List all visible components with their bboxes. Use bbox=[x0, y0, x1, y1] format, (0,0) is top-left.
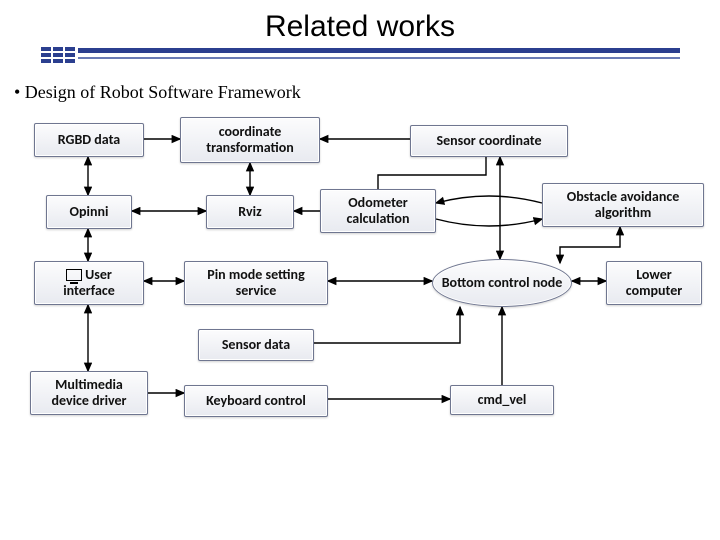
node-label: Rviz bbox=[238, 203, 261, 220]
node-ui: User interface bbox=[34, 261, 144, 305]
node-label: Opinni bbox=[70, 203, 109, 220]
diagram-edges bbox=[0, 103, 720, 523]
node-sensor_c: Sensor coordinate bbox=[410, 125, 568, 157]
node-label: Keyboard control bbox=[206, 392, 306, 409]
node-label: Sensor data bbox=[222, 336, 290, 353]
node-bottom: Bottom control node bbox=[432, 259, 572, 307]
node-label: RGBD data bbox=[58, 131, 120, 148]
title-area: Related works bbox=[0, 0, 720, 68]
node-label: Bottom control node bbox=[442, 274, 563, 291]
node-label: coordinate transformation bbox=[206, 123, 294, 156]
monitor-icon bbox=[66, 269, 82, 281]
node-obst: Obstacle avoidance algorithm bbox=[542, 183, 704, 227]
title-underline bbox=[40, 46, 680, 64]
node-opinni: Opinni bbox=[46, 195, 132, 229]
node-cmd: cmd_vel bbox=[450, 385, 554, 415]
node-label: Obstacle avoidance algorithm bbox=[567, 188, 680, 221]
node-odo: Odometer calculation bbox=[320, 189, 436, 233]
title-dots bbox=[40, 46, 76, 64]
node-label: Pin mode setting service bbox=[207, 266, 304, 299]
node-label: Sensor coordinate bbox=[436, 132, 541, 149]
node-rgbd: RGBD data bbox=[34, 123, 144, 157]
node-label: Odometer calculation bbox=[347, 194, 410, 227]
node-kb: Keyboard control bbox=[184, 385, 328, 417]
diagram-canvas: RGBD data coordinate transformation Sensor… bbox=[0, 103, 720, 523]
node-label: cmd_vel bbox=[478, 391, 527, 408]
node-coord: coordinate transformation bbox=[180, 117, 320, 163]
node-sdata: Sensor data bbox=[198, 329, 314, 361]
slide-subtitle: • Design of Robot Software Framework bbox=[0, 68, 720, 103]
node-pin: Pin mode setting service bbox=[184, 261, 328, 305]
node-rviz: Rviz bbox=[206, 195, 294, 229]
node-label: Multimedia device driver bbox=[51, 376, 126, 409]
node-mm: Multimedia device driver bbox=[30, 371, 148, 415]
node-lower: Lower computer bbox=[606, 261, 702, 305]
node-label: Lower computer bbox=[626, 266, 682, 299]
slide-title: Related works bbox=[0, 10, 720, 44]
